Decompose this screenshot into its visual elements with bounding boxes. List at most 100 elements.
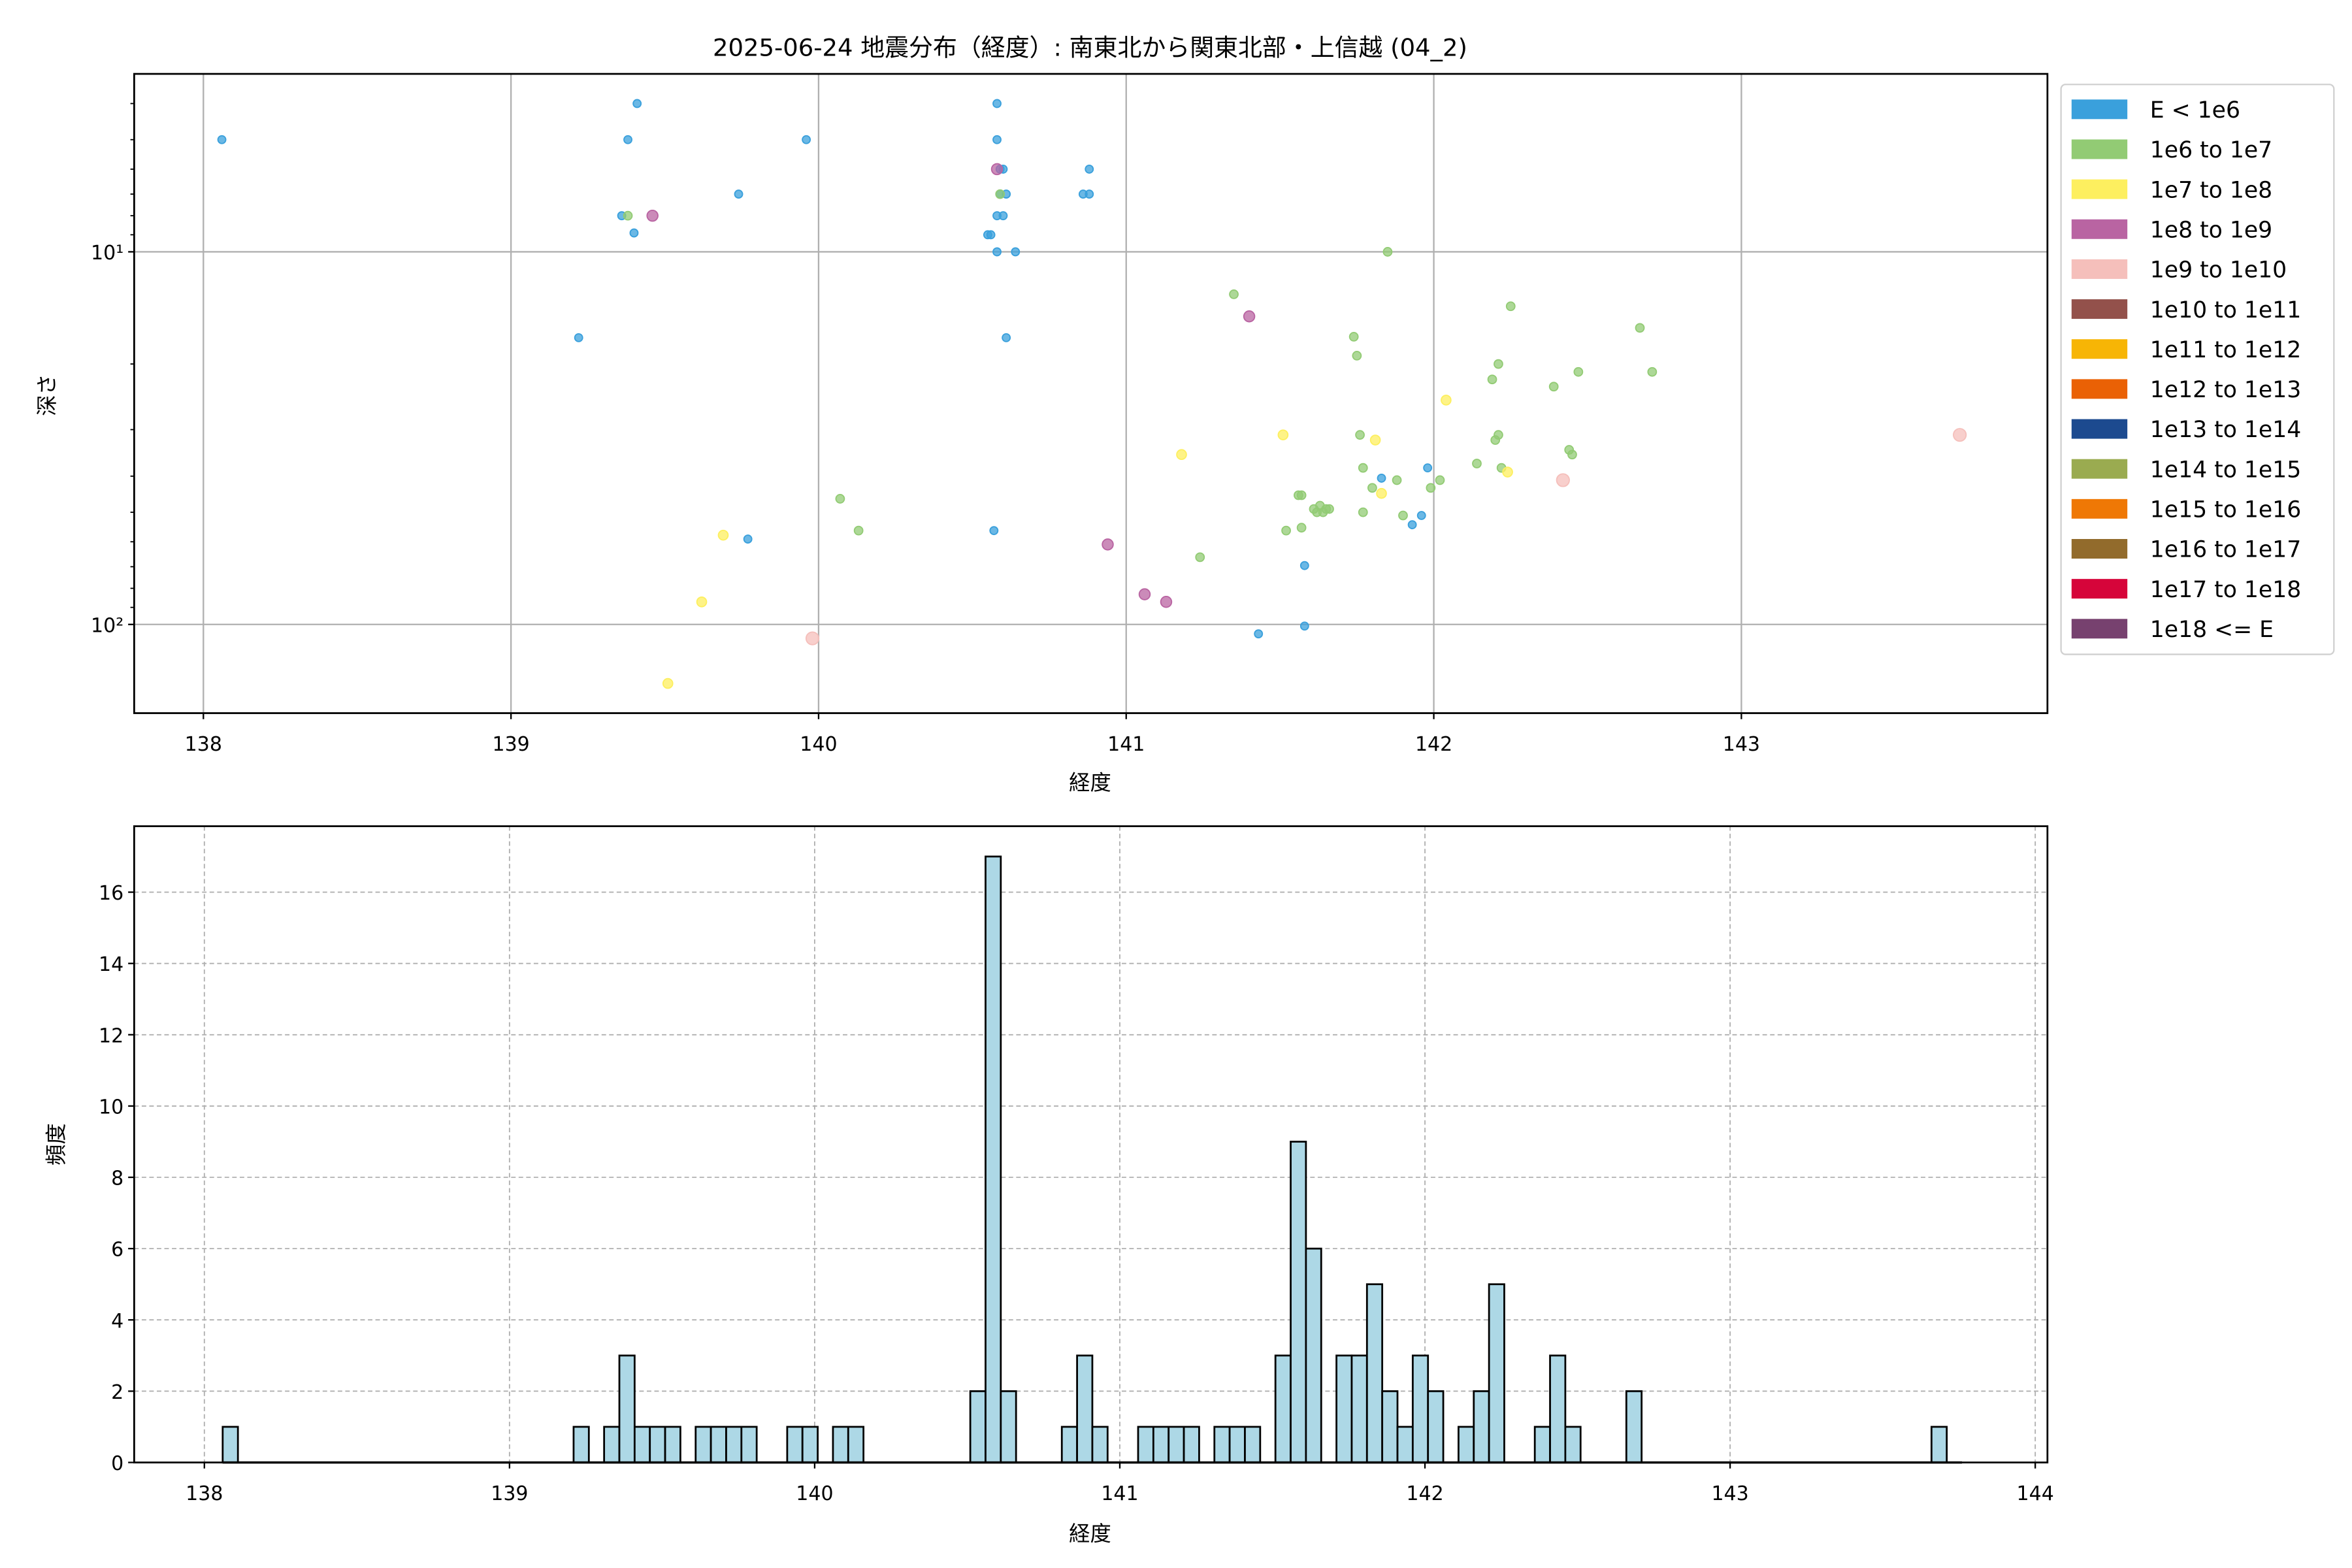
legend-label: 1e8 to 1e9 [2150, 217, 2272, 243]
scatter-x-tick-label: 139 [492, 733, 529, 756]
scatter-point [1358, 463, 1368, 473]
scatter-point [1367, 483, 1377, 493]
scatter-point [1407, 520, 1417, 530]
legend-swatch [2071, 459, 2128, 479]
scatter-point [717, 529, 729, 541]
legend-swatch [2071, 379, 2128, 399]
histogram-bar [1168, 1426, 1185, 1463]
legend-label: 1e6 to 1e7 [2150, 137, 2272, 163]
histogram-bar [1000, 1390, 1017, 1463]
scatter-point [992, 247, 1002, 257]
histogram-bars [221, 855, 1963, 1464]
legend-swatch [2071, 619, 2128, 639]
histogram-axes-frame [133, 825, 2049, 1463]
histogram-y-tick-label: 8 [111, 1168, 123, 1190]
scatter-x-tick-label: 142 [1415, 733, 1452, 756]
scatter-point [1243, 310, 1256, 323]
legend-label: 1e13 to 1e14 [2150, 417, 2301, 443]
scatter-points [217, 99, 1967, 689]
histogram-bar [847, 1426, 865, 1463]
scatter-y-label: 深さ [35, 374, 59, 416]
scatter-point [1382, 247, 1393, 257]
scatter-point [992, 99, 1002, 108]
legend-swatch [2071, 419, 2128, 439]
scatter-point [1556, 473, 1570, 487]
scatter-point [1398, 510, 1408, 521]
histogram-bar [725, 1426, 743, 1463]
scatter-point [629, 228, 639, 238]
histogram-bar [1396, 1426, 1414, 1463]
scatter-point [853, 525, 864, 536]
legend-label: 1e11 to 1e12 [2150, 337, 2301, 363]
histogram-y-tick-label: 16 [99, 882, 123, 905]
scatter-point [992, 135, 1002, 144]
scatter-point [1277, 429, 1289, 440]
legend-swatch [2071, 299, 2128, 319]
histogram-bar [786, 1426, 804, 1463]
histogram-bar [1930, 1426, 1948, 1463]
scatter-point [1573, 367, 1584, 377]
histogram-bar [832, 1426, 849, 1463]
scatter-point [1494, 359, 1503, 369]
scatter-point [734, 189, 743, 199]
scatter-point [1348, 332, 1359, 342]
scatter-point [1416, 511, 1426, 520]
scatter-x-label: 経度 [1069, 770, 1111, 795]
legend-swatch [2071, 139, 2128, 159]
histogram-bar [1274, 1354, 1292, 1463]
scatter-x-tick-label: 140 [800, 733, 837, 756]
histogram-bar [1488, 1283, 1505, 1463]
scatter-point [1002, 333, 1011, 342]
histogram-y-tick-label: 4 [111, 1310, 123, 1333]
scatter-point [623, 210, 633, 221]
histogram-x-tick-label: 138 [186, 1482, 223, 1505]
scatter-point [1160, 596, 1173, 608]
scatter-point [1505, 301, 1516, 312]
histogram-bar [649, 1426, 666, 1463]
histogram-y-tick-label: 0 [111, 1452, 123, 1475]
legend-label: 1e16 to 1e17 [2150, 537, 2301, 563]
histogram-bar [664, 1426, 681, 1463]
scatter-point [1548, 382, 1559, 392]
histogram-y-tick-label: 14 [99, 953, 123, 976]
scatter-point [1296, 523, 1307, 533]
legend-swatch [2071, 539, 2128, 559]
scatter-point [1953, 428, 1967, 442]
scatter-point [1647, 367, 1658, 377]
legend-label: 1e9 to 1e10 [2150, 257, 2287, 284]
histogram-bar [1183, 1426, 1200, 1463]
scatter-point [1102, 538, 1114, 551]
histogram-bar [1365, 1283, 1384, 1463]
scatter-point [1011, 247, 1021, 257]
histogram-bar [1060, 1426, 1078, 1463]
scatter-point [1376, 487, 1387, 499]
histogram-bar [694, 1426, 712, 1463]
scatter-point [1085, 164, 1094, 174]
histogram-x-tick-label: 144 [2017, 1482, 2054, 1505]
histogram-bar [1625, 1390, 1643, 1463]
scatter-point [1567, 449, 1577, 460]
histogram-bar [801, 1426, 819, 1463]
scatter-point [1281, 525, 1291, 536]
legend-swatch [2071, 179, 2128, 199]
scatter-x-tick-label: 143 [1723, 733, 1760, 756]
histogram-y-tick-label: 12 [99, 1024, 123, 1047]
histogram-bar [1076, 1354, 1094, 1463]
scatter-point [1441, 395, 1452, 406]
histogram-bar [1137, 1426, 1154, 1463]
histogram-bar [572, 1426, 590, 1463]
histogram-bar [1290, 1141, 1307, 1463]
scatter-point [1299, 621, 1309, 631]
histogram-bar [1381, 1390, 1399, 1463]
scatter-point [1392, 475, 1402, 485]
legend-swatch [2071, 99, 2128, 120]
scatter-y-tick-label: 10¹ [91, 242, 123, 265]
scatter-point [1296, 490, 1307, 500]
scatter-point [1502, 466, 1513, 478]
scatter-point [995, 189, 1005, 199]
scatter-axes-frame [133, 73, 2049, 714]
histogram-ticks: 138 139 140 141 142 143 144 0 2 4 6 8 10 12 14 16 [99, 882, 2054, 1505]
legend-label: 1e12 to 1e13 [2150, 377, 2301, 403]
scatter-point [1358, 507, 1368, 517]
